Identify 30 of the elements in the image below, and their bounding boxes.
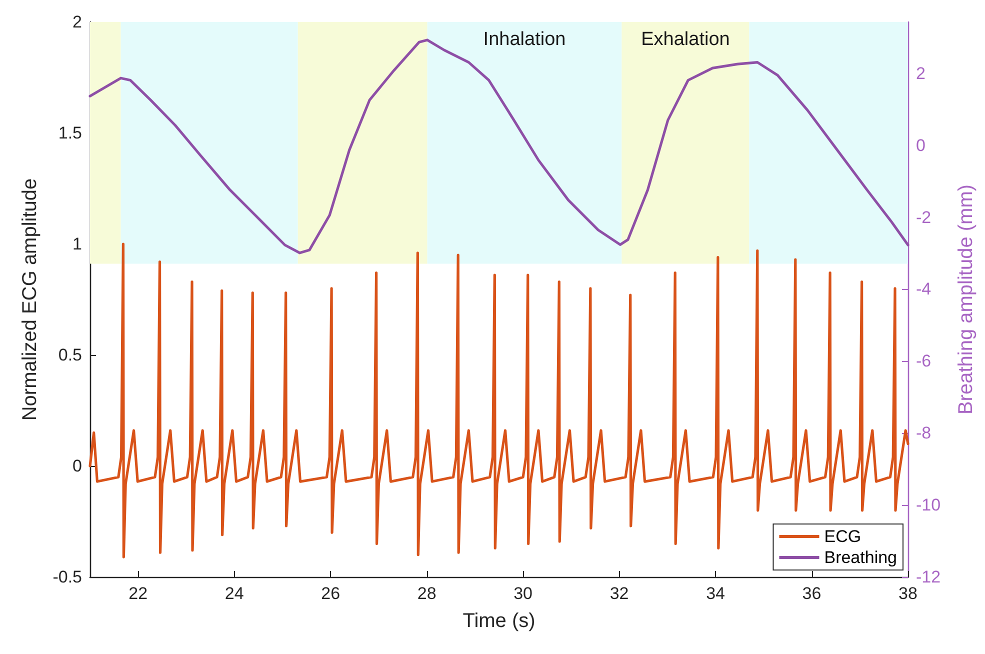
x-tick-label: 30	[514, 584, 533, 603]
x-tick-label: 36	[802, 584, 822, 603]
y-tick-label: 0	[72, 456, 82, 476]
x-tick-label: 26	[321, 584, 340, 603]
y-tick-label: 0.5	[58, 346, 82, 364]
x-tick-label: 22	[128, 584, 148, 603]
x-tick-label: 32	[610, 584, 629, 603]
x-tick-label: 38	[898, 584, 918, 603]
y-tick-label: -0.5	[52, 568, 82, 586]
band-label: Inhalation	[483, 29, 566, 50]
y2-axis-title: Breathing amplitude (mm)	[955, 184, 977, 415]
x-axis-title: Time (s)	[462, 610, 536, 632]
y2-tick-label: -12	[916, 568, 941, 586]
band-label: Exhalation	[641, 29, 730, 50]
y-axis-title: Normalized ECG amplitude	[19, 178, 41, 421]
y-tick-label: 2	[72, 12, 82, 32]
y2-tick-label: -2	[916, 208, 932, 227]
y2-tick-label: -8	[916, 424, 932, 443]
legend-label: Breathing	[824, 548, 898, 567]
legend-label: ECG	[824, 527, 862, 546]
y2-tick-label: -10	[916, 496, 941, 515]
x-tick-label: 28	[417, 584, 436, 603]
y2-tick-label: 2	[916, 64, 926, 83]
y2-tick-label: -6	[916, 352, 932, 371]
x-tick-label: 24	[224, 584, 244, 603]
x-tick-label: 34	[706, 584, 725, 603]
y-tick-label: 1	[72, 234, 82, 254]
y2-tick-label: -4	[916, 280, 932, 299]
y2-tick-label: 0	[916, 136, 926, 155]
y-tick-label: 1.5	[58, 124, 82, 142]
